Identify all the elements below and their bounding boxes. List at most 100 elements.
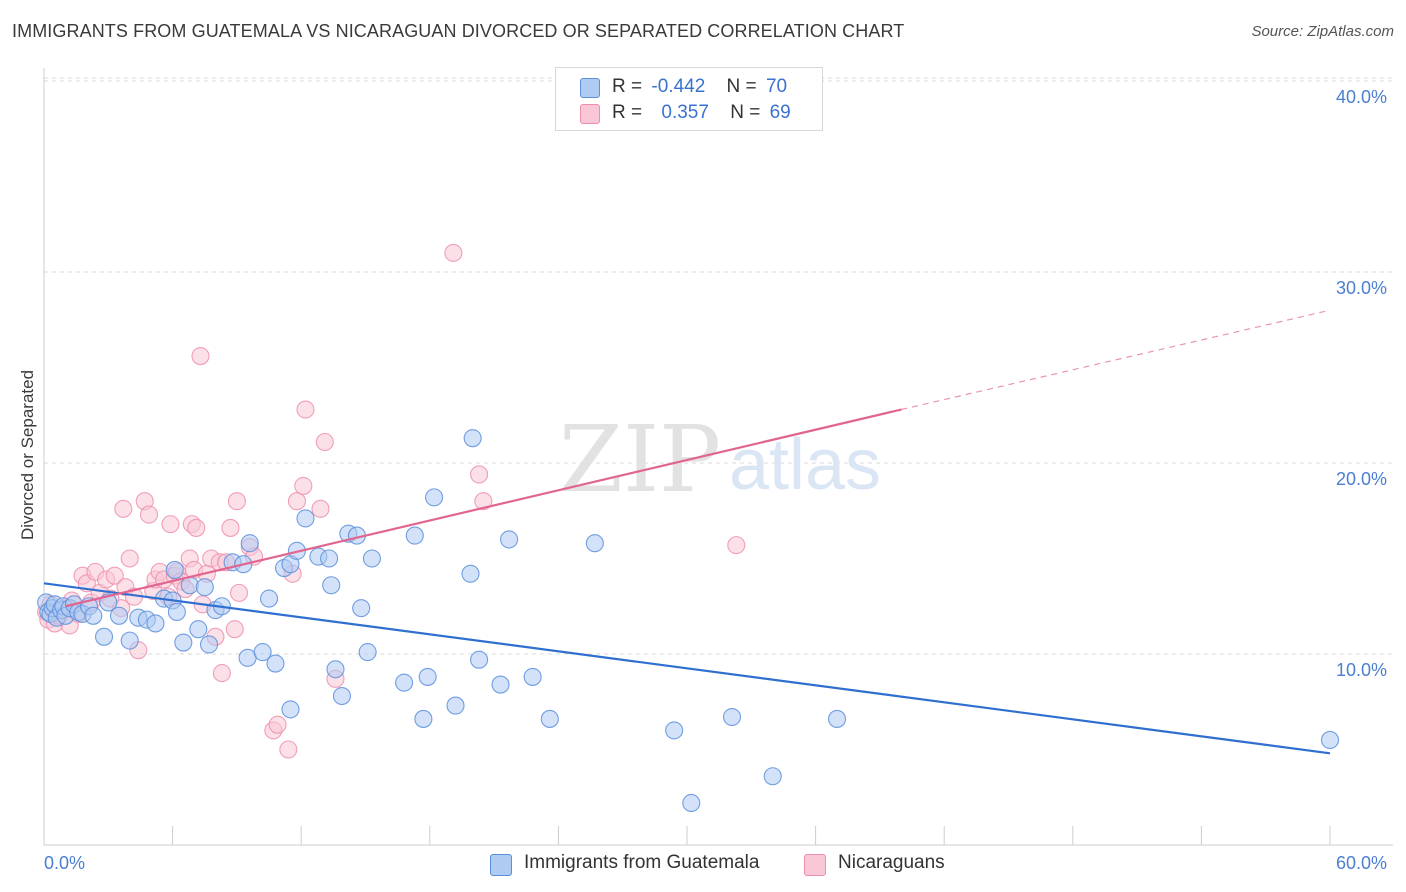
guatemala-point [446,696,465,715]
legend-r-value-nicaraguans: 0.357 [661,102,709,123]
guatemala-point [1320,730,1340,750]
series-label-nicaraguans: Nicaraguans [838,852,945,873]
guatemala-point [352,599,371,618]
guatemala-point [362,549,381,568]
guatemala-point [320,549,339,568]
legend-n-value-guatemala: 70 [765,76,788,97]
guatemala-point [722,707,742,727]
guatemala-point [240,534,259,553]
guatemala-point [326,660,345,679]
nicaraguans-point [474,492,493,511]
series-swatch-guatemala [490,854,512,876]
nicaraguans-point [225,620,244,639]
guatemala-point [296,509,315,528]
legend-r-label: R = [612,102,643,123]
legend-swatch-guatemala [580,78,600,98]
guatemala-point [463,429,482,448]
guatemala-point [540,709,559,728]
guatemala-point [266,654,285,673]
guatemala-point [682,793,701,813]
x-tick-label-min: 0.0% [44,853,86,873]
guatemala-point [763,767,782,786]
nicaraguans-point [287,492,306,511]
guatemala-point [120,631,139,650]
guatemala-point [461,564,480,583]
guatemala-point [94,627,114,646]
guatemala-point [358,643,377,662]
nicaraguans-point [311,499,330,518]
trend-lines [43,309,1331,755]
x-tick-label-max: 60.0% [1336,853,1388,873]
guatemala-point [395,673,414,692]
nicaraguans-point [296,400,315,419]
legend-n-label: N = [726,76,757,97]
legend-r-label: R = [612,76,643,97]
guatemala-point [827,709,847,728]
nicaraguans-point [727,536,746,555]
legend-swatch-nicaraguans [580,104,600,124]
nicaraguans-point [187,518,206,537]
nicaraguans-point [315,432,334,452]
y-tick-label: 20.0% [1336,469,1388,489]
guatemala-point [470,650,489,669]
guatemala-point [238,648,257,667]
y-tick-label: 40.0% [1336,87,1388,107]
axes [43,68,1393,846]
guatemala-point [199,635,219,654]
trend-line-nicaraguans [65,408,902,608]
guatemala-point [281,700,300,719]
source-credit: Source: ZipAtlas.com [1251,23,1394,40]
nicaraguans-point [191,346,210,366]
nicaraguans-point [105,566,124,585]
legend-n-label: N = [730,102,761,123]
guatemala-point [425,488,444,507]
nicaraguans-point [212,664,231,683]
nicaraguans-point [227,492,246,511]
nicaraguans-point [114,499,133,518]
legend-r-value-guatemala: -0.442 [651,76,706,97]
trend-line-guatemala [43,582,1331,755]
guatemala-point [195,578,214,597]
guatemala-point [167,602,186,622]
y-tick-label: 30.0% [1336,278,1388,298]
guatemala-point [491,675,510,694]
watermark-atlas: atlas [729,425,881,505]
guatemala-point [189,620,208,639]
nicaraguans-point [161,515,180,534]
guatemala-point [253,643,272,662]
nicaraguans-point [139,505,159,524]
nicaraguans-point [268,715,287,734]
trend-line-nicaraguans-extension [901,309,1331,411]
nicaraguans-point [444,243,463,262]
guatemala-point [165,560,184,580]
guatemala-point [523,667,542,686]
guatemala-point [418,667,437,686]
guatemala-points [37,429,1340,813]
guatemala-point [259,589,279,608]
nicaraguans-point [221,518,240,537]
guatemala-point [665,721,684,740]
guatemala-point [322,576,341,595]
y-tick-label: 10.0% [1336,660,1388,680]
series-swatch-nicaraguans [804,854,826,876]
guatemala-point [500,530,519,549]
chart-title: IMMIGRANTS FROM GUATEMALA VS NICARAGUAN … [12,21,905,41]
guatemala-point [84,606,103,625]
nicaraguans-point [279,740,298,759]
guatemala-point [405,526,424,545]
legend-n-value-nicaraguans: 69 [769,102,791,123]
nicaraguans-point [294,476,313,495]
nicaraguans-point [470,465,489,484]
guatemala-point [174,633,193,652]
guatemala-point [146,614,165,633]
correlation-legend: R = -0.442 N = 70 R = 0.357 N = 69 [555,67,823,131]
guatemala-point [109,606,129,625]
nicaraguans-point [229,583,249,602]
guatemala-point [332,686,351,706]
guatemala-point [414,709,433,728]
series-label-guatemala: Immigrants from Guatemala [524,852,760,873]
guatemala-point [585,534,604,553]
nicaraguans-point [120,549,139,568]
watermark-zip: ZIP [559,406,721,513]
